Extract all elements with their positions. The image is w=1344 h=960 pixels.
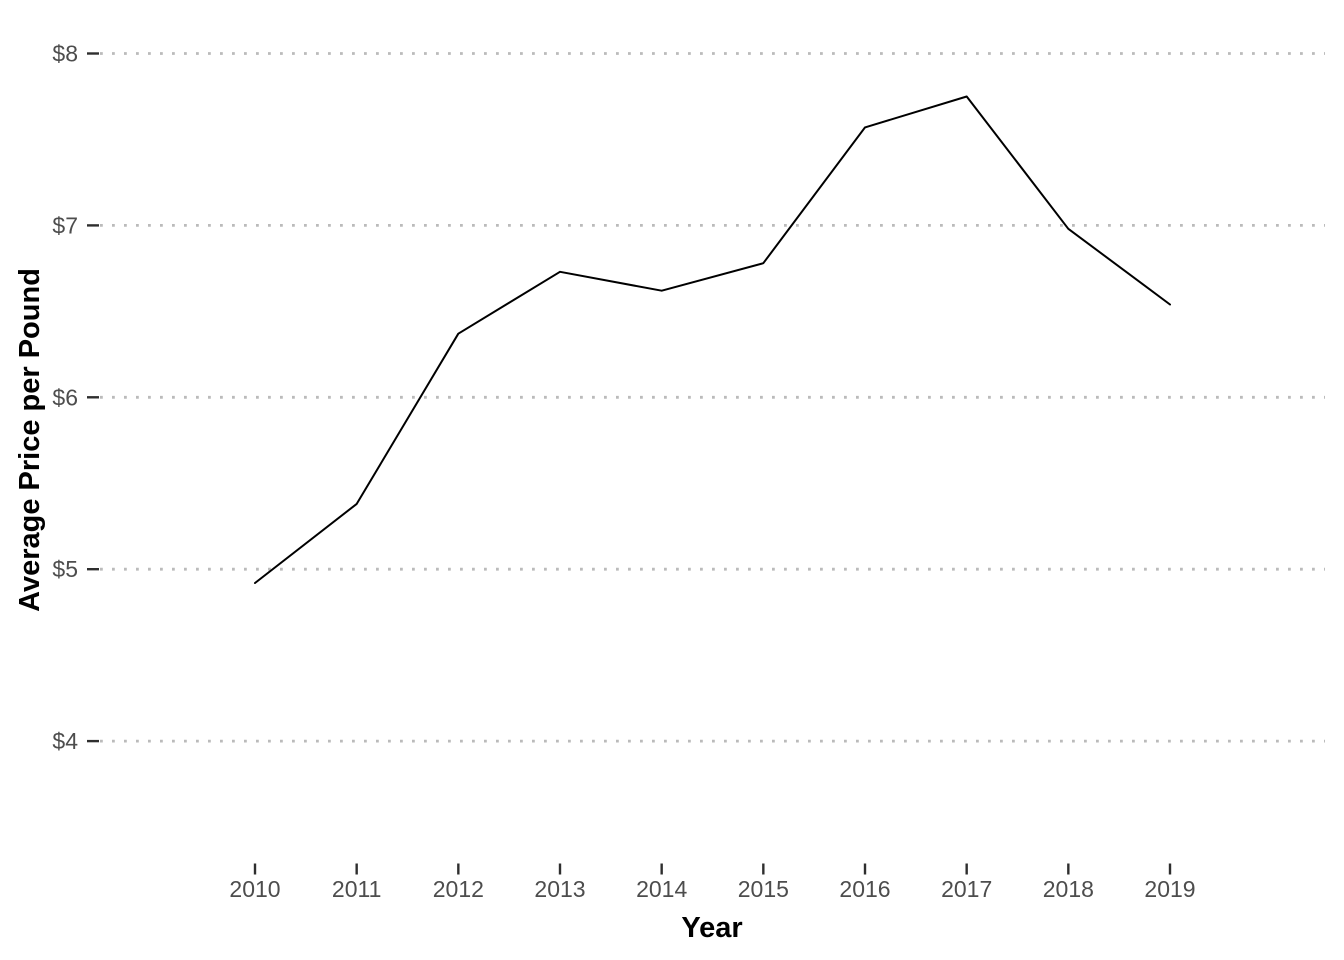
x-tick-label: 2015 xyxy=(738,876,789,902)
x-axis-title: Year xyxy=(681,912,742,944)
x-tick-label: 2018 xyxy=(1043,876,1094,902)
x-tick-label: 2012 xyxy=(433,876,484,902)
y-tick-label: $4 xyxy=(52,728,78,754)
y-tick-label: $6 xyxy=(52,384,78,410)
x-tick-label: 2016 xyxy=(839,876,890,902)
x-tick-label: 2019 xyxy=(1144,876,1195,902)
y-axis-labels-group: $8 $7 $6 $5 $4 xyxy=(52,41,78,755)
x-tick-label: 2010 xyxy=(229,876,280,902)
x-tick-label: 2017 xyxy=(941,876,992,902)
y-axis-title: Average Price per Pound xyxy=(14,268,46,612)
x-axis-ticks-group xyxy=(253,863,1172,875)
x-tick-label: 2013 xyxy=(534,876,585,902)
y-axis-ticks-group xyxy=(87,52,99,743)
x-axis-labels-group: 2010 2011 2012 2013 2014 2015 2016 2017 2018 2019 xyxy=(229,876,1195,902)
gridlines-group xyxy=(100,52,1325,743)
x-tick-label: 2014 xyxy=(636,876,687,902)
y-tick-label: $7 xyxy=(52,212,78,238)
series-line xyxy=(254,95,1171,584)
x-tick-label: 2011 xyxy=(332,876,381,902)
y-tick-label: $5 xyxy=(52,556,78,582)
y-tick-label: $8 xyxy=(52,41,78,67)
